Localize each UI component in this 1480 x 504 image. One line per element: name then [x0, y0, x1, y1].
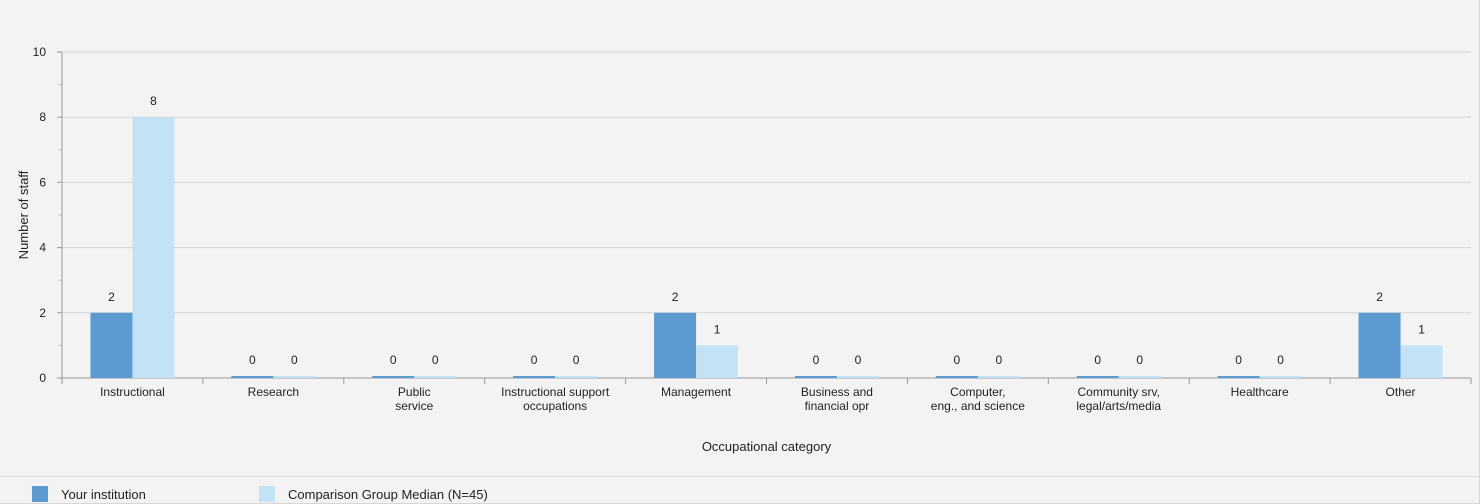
data-label: 0	[1136, 353, 1143, 367]
bar	[1400, 345, 1443, 378]
bar	[90, 312, 133, 378]
bar	[555, 376, 598, 378]
bar	[1118, 376, 1161, 378]
x-tick-label: Other	[1386, 385, 1416, 399]
data-label: 0	[1235, 353, 1242, 367]
x-tick-label: legal/arts/media	[1076, 399, 1161, 413]
bar	[696, 345, 739, 378]
y-tick-label: 10	[33, 45, 47, 59]
bar	[1358, 312, 1401, 378]
data-label: 1	[1418, 322, 1425, 336]
data-label: 0	[249, 353, 256, 367]
y-tick-label: 2	[39, 306, 46, 320]
x-tick-label: Business and	[801, 385, 873, 399]
y-tick-label: 6	[39, 175, 46, 189]
y-axis-title: Number of staff	[16, 170, 31, 259]
bar	[935, 376, 978, 378]
bar	[794, 376, 837, 378]
data-label: 0	[855, 353, 862, 367]
data-label: 8	[150, 94, 157, 108]
x-tick-label: Computer,	[950, 385, 1005, 399]
data-label: 2	[108, 290, 115, 304]
bar	[836, 376, 879, 378]
data-label: 0	[573, 353, 580, 367]
data-label: 0	[954, 353, 961, 367]
data-label: 0	[291, 353, 298, 367]
x-tick-label: financial opr	[805, 399, 870, 413]
y-tick-label: 8	[39, 110, 46, 124]
gridlines	[62, 51, 1471, 314]
x-tick-label: occupations	[523, 399, 587, 413]
x-tick-label: Community srv,	[1078, 385, 1160, 399]
x-tick-label: service	[395, 399, 433, 413]
legend: Your institution Comparison Group Median…	[0, 476, 1479, 504]
bar	[1259, 376, 1302, 378]
legend-label-your-institution: Your institution	[61, 487, 146, 502]
bars	[90, 117, 1443, 378]
x-tick-label: Instructional support	[501, 385, 610, 399]
x-axis-title: Occupational category	[702, 439, 832, 454]
x-tick-label: Healthcare	[1231, 385, 1289, 399]
legend-swatch-your-institution	[32, 486, 48, 502]
bar	[132, 117, 175, 378]
data-label: 0	[1094, 353, 1101, 367]
data-label: 0	[996, 353, 1003, 367]
data-label: 0	[531, 353, 538, 367]
data-label: 2	[672, 290, 679, 304]
bar	[977, 376, 1020, 378]
bar	[372, 376, 415, 378]
y-tick-label: 0	[39, 371, 46, 385]
legend-swatch-comparison-median	[259, 486, 275, 502]
x-tick-label: Research	[248, 385, 299, 399]
x-tick-label: Public	[398, 385, 431, 399]
bar	[513, 376, 556, 378]
x-tick-label: eng., and science	[931, 399, 1025, 413]
bar	[1217, 376, 1260, 378]
bar	[654, 312, 697, 378]
data-label: 2	[1376, 290, 1383, 304]
bar	[273, 376, 316, 378]
y-tick-label: 4	[39, 241, 46, 255]
data-label: 0	[432, 353, 439, 367]
data-labels: 2 8 0 0 0 0 0 0 2 1 0 0 0 0 0 0 0 0 2 1	[108, 94, 1425, 367]
x-tick-label: Instructional	[100, 385, 165, 399]
bar	[414, 376, 457, 378]
data-label: 0	[813, 353, 820, 367]
legend-label-comparison-median: Comparison Group Median (N=45)	[288, 487, 488, 502]
data-label: 1	[714, 322, 721, 336]
data-label: 0	[1277, 353, 1284, 367]
bar	[1076, 376, 1119, 378]
x-tick-label: Management	[661, 385, 732, 399]
bar	[231, 376, 274, 378]
data-label: 0	[390, 353, 397, 367]
